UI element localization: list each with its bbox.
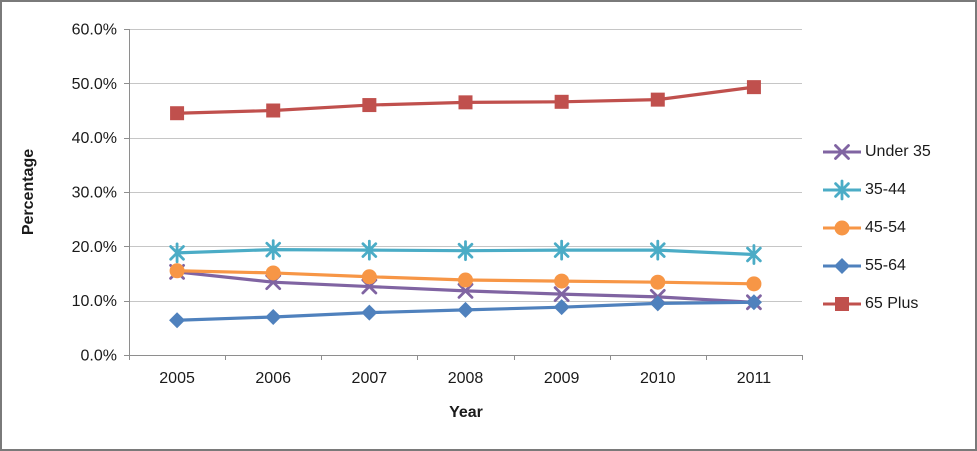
circle-marker-icon (746, 276, 762, 292)
x-tick-label: 2010 (640, 370, 676, 387)
series-65-plus (170, 80, 761, 121)
legend-asterisk-marker-icon (823, 179, 861, 201)
circle-marker-icon (650, 274, 666, 290)
circle-marker-icon (554, 273, 570, 289)
square-marker-icon (362, 98, 377, 113)
circle-marker-icon (361, 269, 377, 285)
y-tick-label: 40.0% (72, 130, 117, 147)
x-marker-icon (553, 286, 570, 303)
y-tick-label: 50.0% (72, 76, 117, 93)
legend-label: 65 Plus (865, 295, 919, 312)
diamond-marker-icon (553, 299, 570, 316)
y-tick-label: 10.0% (72, 293, 117, 310)
y-tick-label: 20.0% (72, 239, 117, 256)
asterisk-marker-icon (169, 242, 185, 264)
legend-label: 45-54 (865, 219, 906, 236)
legend-label: 55-64 (865, 257, 906, 274)
legend-diamond-marker-icon (823, 258, 861, 274)
asterisk-marker-icon (834, 179, 850, 201)
legend-item-35-44: 35-44 (822, 171, 931, 209)
diamond-marker-icon (265, 308, 282, 325)
series-45-54 (169, 263, 762, 292)
series-55-64 (169, 294, 762, 329)
diamond-marker-icon (649, 295, 666, 312)
tick-labels: 0.0% 10.0% 20.0% 30.0% 40.0% 50.0% 60.0% 2005 20… (72, 22, 772, 388)
circle-marker-icon (265, 265, 281, 281)
legend-item-55-64: 55-64 (822, 247, 931, 285)
x-tick-label: 2008 (448, 370, 484, 387)
legend-x-marker-icon (823, 144, 861, 160)
circle-marker-icon (458, 272, 473, 288)
square-marker-icon (458, 95, 473, 110)
circle-marker-icon (169, 263, 185, 279)
legend-item-65-plus: 65 Plus (822, 285, 931, 323)
asterisk-marker-icon (361, 239, 378, 261)
asterisk-marker-icon (457, 240, 474, 262)
legend: Under 35 35-44 45-54 55-64 65 Plus (822, 133, 931, 323)
series-35-44 (169, 239, 762, 265)
asterisk-marker-icon (265, 239, 282, 260)
legend-circle-marker-icon (823, 220, 861, 236)
diamond-marker-icon (169, 312, 186, 329)
y-tick-label: 30.0% (72, 185, 117, 202)
legend-item-under-35: Under 35 (822, 133, 931, 171)
asterisk-marker-icon (649, 239, 666, 261)
x-tick-label: 2011 (737, 370, 772, 387)
square-marker-icon (170, 106, 185, 121)
x-tick-label: 2007 (352, 370, 388, 387)
legend-label: 35-44 (865, 181, 906, 198)
y-tick-label: 60.0% (72, 22, 117, 39)
square-marker-icon (650, 92, 665, 107)
legend-label: Under 35 (865, 143, 931, 160)
circle-marker-icon (834, 220, 850, 236)
x-marker-icon (834, 144, 850, 160)
x-marker-icon (457, 282, 474, 299)
y-axis-title: Percentage (20, 148, 37, 236)
x-axis-title: Year (449, 404, 483, 421)
diamond-marker-icon (361, 304, 378, 321)
x-tick-label: 2006 (255, 370, 291, 387)
legend-square-marker-icon (823, 297, 861, 311)
x-tick-label: 2009 (544, 370, 580, 387)
square-marker-icon (266, 103, 281, 118)
diamond-marker-icon (457, 301, 474, 318)
asterisk-marker-icon (746, 244, 762, 265)
square-marker-icon (554, 94, 569, 109)
y-tick-label: 0.0% (81, 348, 117, 365)
asterisk-marker-icon (553, 239, 570, 261)
legend-item-45-54: 45-54 (822, 209, 931, 247)
axes (124, 29, 803, 360)
diamond-marker-icon (834, 258, 850, 274)
diamond-marker-icon (745, 294, 762, 311)
square-marker-icon (835, 297, 849, 311)
square-marker-icon (746, 80, 761, 95)
x-tick-label: 2005 (159, 370, 195, 387)
